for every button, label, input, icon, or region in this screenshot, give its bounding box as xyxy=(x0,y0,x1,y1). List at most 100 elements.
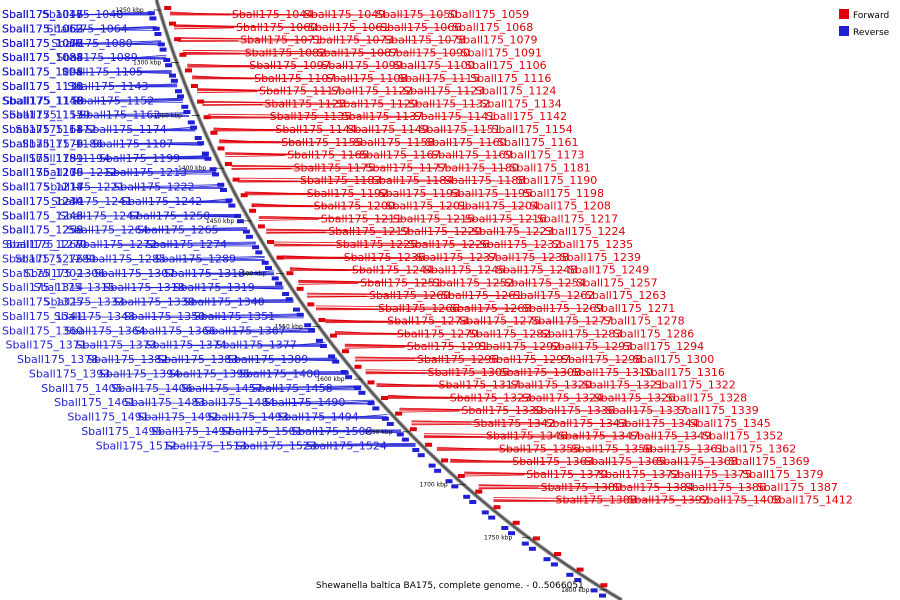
connector-line xyxy=(279,417,388,419)
forward-gene-label: Sball175_1261 xyxy=(441,289,522,302)
reverse-feature xyxy=(445,479,453,484)
forward-gene-label: Sball175_1339 xyxy=(677,404,758,417)
forward-feature xyxy=(249,208,257,213)
forward-feature xyxy=(330,333,337,338)
connector-line xyxy=(493,500,698,503)
reverse-gene-label: Sball175_1267 xyxy=(2,238,83,251)
reverse-gene-label: Sball175_1491 xyxy=(67,411,148,424)
forward-gene-label: Sball175_1122 xyxy=(331,85,412,98)
reverse-gene-label: Sball175_1360 xyxy=(2,324,83,337)
forward-gene-label: Sball175_1279 xyxy=(397,327,478,340)
reverse-gene-label: Sball175_1176 xyxy=(2,137,83,150)
forward-gene-label: Sball175_1324 xyxy=(522,391,603,404)
reverse-feature xyxy=(177,94,184,99)
reverse-gene-label: Sball175_1045 xyxy=(2,8,83,21)
forward-gene-label: Sball175_1073 xyxy=(312,34,393,47)
reverse-gene-label: Sball175_1194 xyxy=(29,152,110,165)
forward-gene-label: Sball175_1266 xyxy=(378,302,459,315)
forward-gene-label: Sball175_1208 xyxy=(530,200,611,213)
forward-gene-label: Sball175_1200 xyxy=(314,200,395,213)
forward-gene-label: Sball175_1134 xyxy=(480,97,561,110)
forward-feature xyxy=(164,6,172,10)
reverse-feature xyxy=(255,250,263,255)
forward-gene-label: Sball175_1201 xyxy=(386,200,467,213)
connector-line xyxy=(73,43,162,46)
reverse-gene-label: Sball175_1101 xyxy=(2,66,83,79)
forward-gene-label: Sball175_1347 xyxy=(558,430,639,443)
reverse-gene-label: Sball175_1089 xyxy=(56,51,137,64)
reverse-gene-label: Sball175_1400 xyxy=(239,367,320,380)
reverse-gene-label: Sball175_1338 xyxy=(114,296,195,309)
forward-gene-label: Sball175_1116 xyxy=(470,72,551,85)
reverse-gene-label: Sball175_1302 xyxy=(2,267,83,280)
connector-line xyxy=(73,29,157,31)
forward-gene-label: Sball175_1198 xyxy=(523,187,604,200)
connector-line xyxy=(200,215,240,218)
forward-feature xyxy=(395,411,403,416)
reverse-gene-label: Sball175_1264 xyxy=(67,224,148,237)
reverse-feature xyxy=(282,292,290,296)
reverse-feature xyxy=(271,276,279,281)
connector-line xyxy=(165,273,275,276)
reverse-gene-label: Sball175_1189 xyxy=(2,152,83,165)
legend-forward-label: Forward xyxy=(853,11,889,21)
forward-gene-label: Sball175_1368 xyxy=(656,455,737,468)
reverse-gene-label: Sball175_1406 xyxy=(111,382,192,395)
forward-gene-label: Sball175_1268 xyxy=(450,302,531,315)
connector-line xyxy=(363,431,402,434)
reverse-gene-label: Sball175_1179 xyxy=(2,137,83,150)
reverse-gene-label: Sball175_1377 xyxy=(216,339,297,352)
forward-gene-label: Sball175_1183 xyxy=(300,174,381,187)
connector-line xyxy=(315,305,593,310)
reverse-feature xyxy=(212,172,219,177)
reverse-gene-label: Sball175_1258 xyxy=(2,224,83,237)
forward-gene-label: Sball175_1344 xyxy=(618,417,699,430)
forward-gene-label: Sball175_1224 xyxy=(544,225,625,238)
connector-line xyxy=(253,386,362,390)
connector-line xyxy=(173,27,235,30)
forward-gene-label: Sball175_1300 xyxy=(633,353,714,366)
forward-gene-label: Sball175_1330 xyxy=(461,404,542,417)
forward-gene-label: Sball175_1282 xyxy=(469,327,550,340)
reverse-feature xyxy=(481,510,489,515)
forward-feature xyxy=(224,162,232,166)
forward-gene-label: Sball175_1297 xyxy=(489,353,570,366)
forward-feature xyxy=(174,37,182,42)
forward-gene-label: Sball175_1369 xyxy=(728,455,809,468)
reverse-gene-label: Sball175_1067 xyxy=(2,37,83,50)
reverse-feature xyxy=(261,260,269,265)
connector-line xyxy=(73,228,248,231)
genome-backbone-arc xyxy=(154,0,623,600)
reverse-feature xyxy=(152,26,160,31)
forward-gene-label: Sball175_1370 xyxy=(526,468,607,481)
reverse-gene-label: Sball175_1247 xyxy=(59,209,140,222)
reverse-feature xyxy=(428,463,436,468)
reverse-gene-label: Sball175_1383 xyxy=(157,353,238,366)
forward-feature xyxy=(197,99,205,104)
connector-line xyxy=(298,282,359,285)
reverse-feature xyxy=(175,89,182,94)
forward-feature xyxy=(296,286,304,291)
forward-gene-label: Sball175_1071 xyxy=(240,34,321,47)
tick-label: 1300 kbp xyxy=(133,60,161,67)
connector-line xyxy=(185,301,294,303)
reverse-feature xyxy=(521,541,529,546)
connector-line xyxy=(136,330,315,333)
connector-line xyxy=(231,167,364,170)
tick-label: 1550 kbp xyxy=(275,323,303,330)
forward-gene-label: Sball175_1188 xyxy=(444,174,525,187)
forward-gene-label: Sball175_1161 xyxy=(497,136,578,149)
reverse-feature xyxy=(566,572,574,577)
connector-line xyxy=(77,241,256,246)
forward-gene-label: Sball175_1124 xyxy=(475,85,556,98)
forward-gene-label: Sball175_1154 xyxy=(491,123,572,136)
forward-gene-label: Sball175_1219 xyxy=(328,225,409,238)
reverse-gene-label: Sball175_1490 xyxy=(264,396,345,409)
connector-line xyxy=(423,433,701,438)
forward-gene-label: Sball175_1223 xyxy=(472,225,553,238)
reverse-feature xyxy=(265,266,272,270)
reverse-feature xyxy=(187,120,195,125)
forward-feature xyxy=(217,146,225,151)
connector-line xyxy=(478,485,755,489)
connector-line xyxy=(399,409,676,412)
